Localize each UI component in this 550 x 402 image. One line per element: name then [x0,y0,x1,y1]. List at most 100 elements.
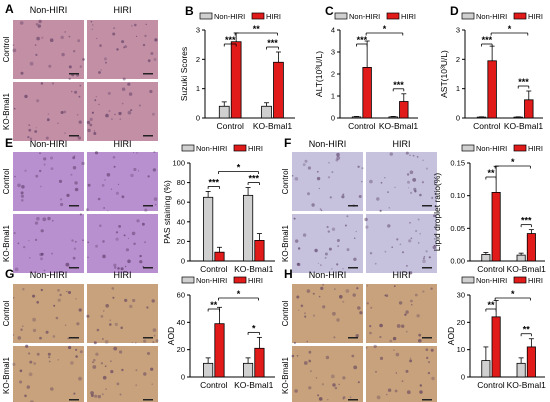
legend-swatch [181,276,195,284]
nucleus-dot [103,310,105,312]
y-tick-label: 0 [331,114,335,123]
nucleus-dot [45,136,49,140]
legend-label: HIRI [266,12,281,21]
nucleus-dot [53,304,56,307]
micrograph-control-hiri [86,284,159,345]
nucleus-dot [306,340,308,343]
x-tick-label: Control [473,121,501,131]
nucleus-dot [317,394,320,397]
nucleus-dot [93,358,96,362]
nucleus-dot [311,203,315,207]
micrograph-control-non-hiri [291,152,364,212]
nucleus-dot [324,252,328,256]
nucleus-dot [114,322,118,326]
nucleus-dot [414,190,417,193]
nucleus-dot [147,59,151,63]
nucleus-dot [66,290,68,293]
nucleus-dot [51,252,54,255]
nucleus-dot [36,301,39,304]
nucleus-dot [63,110,67,114]
nucleus-dot [405,330,408,333]
micrograph-ko-non-hiri [12,344,84,402]
nucleus-dot [402,251,404,254]
nucleus-dot [93,132,97,135]
nucleus-dot [369,325,372,328]
nucleus-dot [55,316,59,320]
significance-marker: *** [357,35,368,45]
nucleus-dot [92,361,94,364]
tissue-background [13,152,84,211]
significance-marker: * [511,157,515,167]
legend-label: Non-HIRI [214,12,245,21]
nucleus-dot [380,181,383,184]
nucleus-dot [342,376,346,380]
nucleus-dot [332,383,336,387]
nucleus-dot [135,369,138,372]
nucleus-dot [416,156,419,158]
nucleus-dot [296,262,300,266]
y-tick-label: 0 [181,257,185,266]
nucleus-dot [79,213,82,216]
nucleus-dot [388,207,391,209]
nucleus-dot [40,82,44,85]
nucleus-dot [87,128,91,133]
nucleus-dot [57,289,60,292]
nucleus-dot [317,262,319,264]
nucleus-dot [23,245,26,249]
nucleus-dot [394,186,396,189]
nucleus-dot [409,359,413,363]
nucleus-dot [318,295,321,298]
nucleus-dot [366,285,369,287]
nucleus-dot [296,295,300,299]
nucleus-dot [318,187,320,190]
nucleus-dot [342,397,345,400]
tissue-background [87,346,158,402]
nucleus-dot [379,356,384,360]
legend-label: HIRI [248,276,263,285]
scale-bar [422,337,432,339]
scale-bar [348,399,358,401]
nucleus-dot [12,362,16,366]
nucleus-dot [60,111,64,114]
nucleus-dot [421,181,424,184]
nucleus-dot [120,267,124,271]
nucleus-dot [68,345,72,350]
nucleus-dot [100,69,102,71]
nucleus-dot [94,394,98,398]
nucleus-dot [134,23,137,27]
nucleus-dot [433,214,436,217]
nucleus-dot [26,385,30,389]
nucleus-dot [133,167,137,172]
nucleus-dot [60,202,64,207]
nucleus-dot [81,161,85,166]
nucleus-dot [422,257,425,260]
column-label: HIRI [393,270,411,280]
significance-marker: *** [248,174,259,184]
panel-letter: D [450,4,459,18]
scale-bar [69,205,79,207]
nucleus-dot [120,326,123,330]
nucleus-dot [85,208,89,212]
nucleus-dot [410,237,413,240]
nucleus-dot [153,58,157,61]
nucleus-dot [34,238,38,242]
nucleus-dot [150,52,154,55]
nucleus-dot [370,306,373,309]
x-tick-label: KO-Bmal1 [504,121,543,131]
nucleus-dot [57,298,61,302]
nucleus-dot [428,256,431,259]
nucleus-dot [110,188,113,190]
nucleus-dot [144,34,147,38]
nucleus-dot [320,209,323,212]
significance-marker: * [237,163,241,173]
nucleus-dot [330,374,335,379]
nucleus-dot [39,336,42,340]
nucleus-dot [66,193,70,197]
nucleus-dot [138,104,141,107]
tissue-background [87,20,158,79]
nucleus-dot [353,257,357,261]
nucleus-dot [124,45,127,48]
micrograph-ko-non-hiri [13,213,84,273]
nucleus-dot [98,71,101,74]
